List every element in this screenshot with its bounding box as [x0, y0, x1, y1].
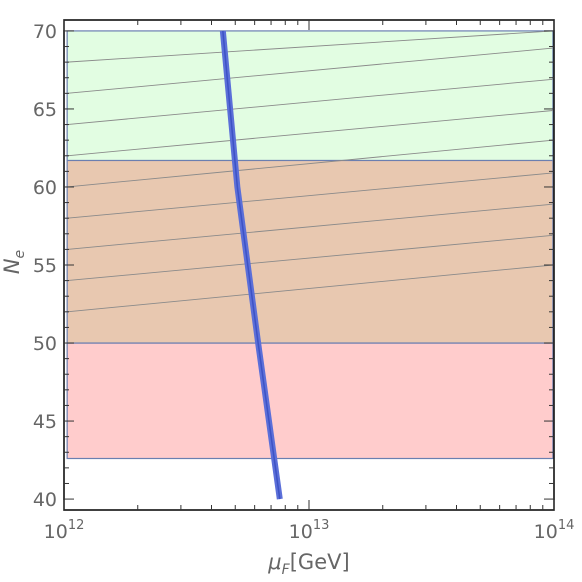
y-tick-label: 50 — [33, 333, 57, 355]
contour-line-0 — [67, 264, 553, 313]
x-axis-subscript: F — [282, 562, 291, 578]
x-tick-label: 1014 — [534, 518, 575, 543]
y-tick-label: 60 — [33, 177, 57, 199]
contour-line-3 — [67, 172, 553, 219]
x-tick-exponent: 13 — [313, 518, 330, 533]
contour-line-2 — [67, 203, 553, 250]
bands-layer — [66, 30, 554, 460]
y-tick-label: 45 — [33, 411, 57, 433]
y-axis-subscript: e — [12, 250, 28, 259]
x-axis-label: μF[GeV] — [267, 550, 349, 578]
band-0 — [66, 342, 554, 460]
x-tick-base: 10 — [534, 521, 558, 543]
x-tick-label: 1013 — [289, 518, 330, 543]
y-axis-symbol: N — [0, 258, 24, 274]
x-tick-labels: 1012 1013 1014 — [44, 518, 575, 543]
y-tick-label: 70 — [33, 21, 57, 43]
y-tick-label: 55 — [33, 255, 57, 277]
contour-line-4 — [67, 139, 553, 188]
y-tick-label: 65 — [33, 99, 57, 121]
contour-line-6 — [67, 78, 553, 126]
x-tick-base: 10 — [44, 521, 68, 543]
x-tick-base: 10 — [289, 521, 313, 543]
x-axis-unit: [GeV] — [290, 550, 350, 574]
x-tick-exponent: 12 — [68, 518, 85, 533]
y-tick-labels: 40 45 50 55 60 65 70 — [33, 21, 57, 511]
curve-layer — [219, 30, 283, 500]
x-tick-label: 1012 — [44, 518, 85, 543]
contour-lines — [67, 30, 553, 313]
y-axis-label: Ne — [0, 250, 28, 274]
x-tick-exponent: 14 — [558, 518, 575, 533]
contour-line-7 — [67, 47, 553, 94]
curve-core — [222, 30, 281, 500]
contour-line-5 — [67, 110, 553, 157]
contour-line-8 — [67, 30, 553, 63]
band-2 — [66, 30, 554, 162]
x-axis-symbol: μ — [267, 550, 281, 574]
ticks-layer — [63, 20, 555, 510]
band-1 — [66, 159, 554, 344]
y-tick-label: 40 — [33, 489, 57, 511]
contour-line-1 — [67, 234, 553, 282]
